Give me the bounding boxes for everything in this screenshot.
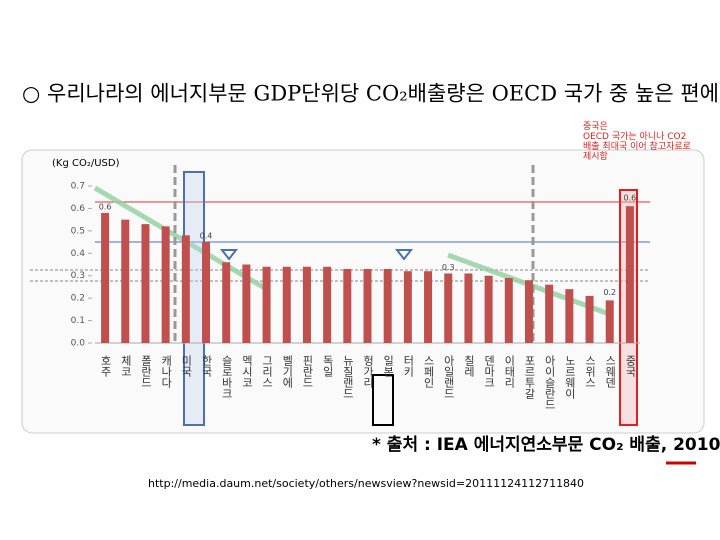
y-axis-label: (Kg CO₂/USD) bbox=[52, 158, 120, 169]
x-tick-label: 헝가리 bbox=[362, 355, 375, 388]
bar bbox=[403, 271, 412, 343]
x-tick-label: 스위스 bbox=[584, 355, 597, 388]
annotation: 0.3 bbox=[442, 263, 455, 272]
bar bbox=[181, 235, 190, 343]
y-tick-label: 0.1 bbox=[71, 316, 85, 326]
y-tick-label: 0.0 bbox=[71, 339, 86, 349]
bar bbox=[484, 275, 493, 343]
bar bbox=[444, 273, 453, 343]
annotation: 0.6 bbox=[624, 194, 637, 203]
bar bbox=[202, 242, 211, 343]
bar bbox=[161, 226, 170, 343]
bar bbox=[424, 271, 433, 343]
x-tick-label: 노르웨이 bbox=[563, 355, 576, 400]
x-tick-label: 슬로바크 bbox=[220, 355, 233, 399]
bar bbox=[383, 268, 392, 343]
x-tick-label: 일본 bbox=[382, 354, 395, 377]
y-tick-label: 0.7 bbox=[71, 182, 85, 192]
bar bbox=[625, 206, 634, 343]
arrow bbox=[394, 249, 414, 261]
x-tick-label: 덴마크 bbox=[483, 355, 496, 388]
source: * 출처 : IEA 에너지연소부문 CO₂ 배출, 2010 bbox=[372, 435, 720, 455]
bar bbox=[101, 212, 110, 343]
y-tick-label: 0.3 bbox=[71, 271, 85, 281]
bar bbox=[585, 295, 594, 343]
highlight-box bbox=[372, 374, 394, 426]
bar bbox=[524, 280, 533, 343]
bar bbox=[504, 277, 513, 343]
bar bbox=[565, 289, 574, 343]
y-tick-label: 0.6 bbox=[71, 204, 86, 214]
x-tick-label: 폴란드 bbox=[139, 355, 152, 388]
bar bbox=[464, 273, 473, 343]
bar bbox=[282, 266, 291, 343]
y-tick-label: 0.5 bbox=[71, 226, 85, 236]
trend-line bbox=[93, 185, 270, 293]
bar bbox=[302, 266, 311, 343]
x-tick-label: 체코 bbox=[119, 355, 132, 377]
x-tick-label: 아이슬란드 bbox=[543, 355, 556, 410]
bar bbox=[343, 268, 352, 343]
x-tick-label: 캐나다 bbox=[160, 355, 173, 388]
x-tick-label: 중국 bbox=[624, 355, 637, 377]
bar bbox=[121, 219, 130, 343]
x-tick-label: 포르투갈 bbox=[523, 355, 536, 399]
x-tick-label: 벨기에 bbox=[281, 355, 294, 389]
note: 중국은 OECD 국가는 아니나 CO2 배출 최대국 이어 참고자료로 제시함 bbox=[583, 121, 691, 162]
bar bbox=[363, 268, 372, 343]
x-tick-label: 뉴질랜드 bbox=[341, 355, 354, 399]
x-tick-label: 멕시코 bbox=[240, 355, 253, 388]
bar bbox=[545, 284, 554, 343]
url: http://media.daum.net/society/others/new… bbox=[148, 477, 584, 490]
bar bbox=[323, 266, 332, 343]
bar bbox=[141, 224, 150, 343]
chart-title: ○ 우리나라의 에너지부문 GDP단위당 CO₂배출량은 OECD 국가 중 높… bbox=[22, 82, 720, 106]
annotation: 0.6 bbox=[99, 202, 112, 211]
arrow bbox=[219, 249, 239, 261]
annotation: 0.4 bbox=[200, 232, 213, 241]
x-tick-label: 스페인 bbox=[422, 355, 435, 388]
x-tick-label: 한국 bbox=[200, 355, 213, 377]
x-tick-label: 칠레 bbox=[462, 355, 475, 377]
bar bbox=[242, 264, 251, 343]
x-tick-label: 그리스 bbox=[261, 355, 274, 388]
x-tick-label: 이태리 bbox=[503, 355, 516, 388]
x-tick-label: 터키 bbox=[402, 355, 415, 377]
y-tick-label: 0.4 bbox=[71, 249, 86, 259]
bar bbox=[222, 262, 231, 343]
annotation: 0.2 bbox=[603, 288, 616, 297]
x-tick-label: 아일랜드 bbox=[442, 355, 455, 399]
x-tick-label: 독일 bbox=[321, 355, 334, 377]
y-tick-label: 0.2 bbox=[71, 294, 85, 304]
x-tick-label: 스웨덴 bbox=[604, 355, 617, 388]
x-tick-label: 미국 bbox=[180, 355, 193, 377]
x-tick-label: 핀란드 bbox=[301, 355, 314, 388]
bar bbox=[262, 266, 271, 343]
bar bbox=[605, 300, 614, 343]
x-tick-label: 호주 bbox=[99, 355, 112, 377]
